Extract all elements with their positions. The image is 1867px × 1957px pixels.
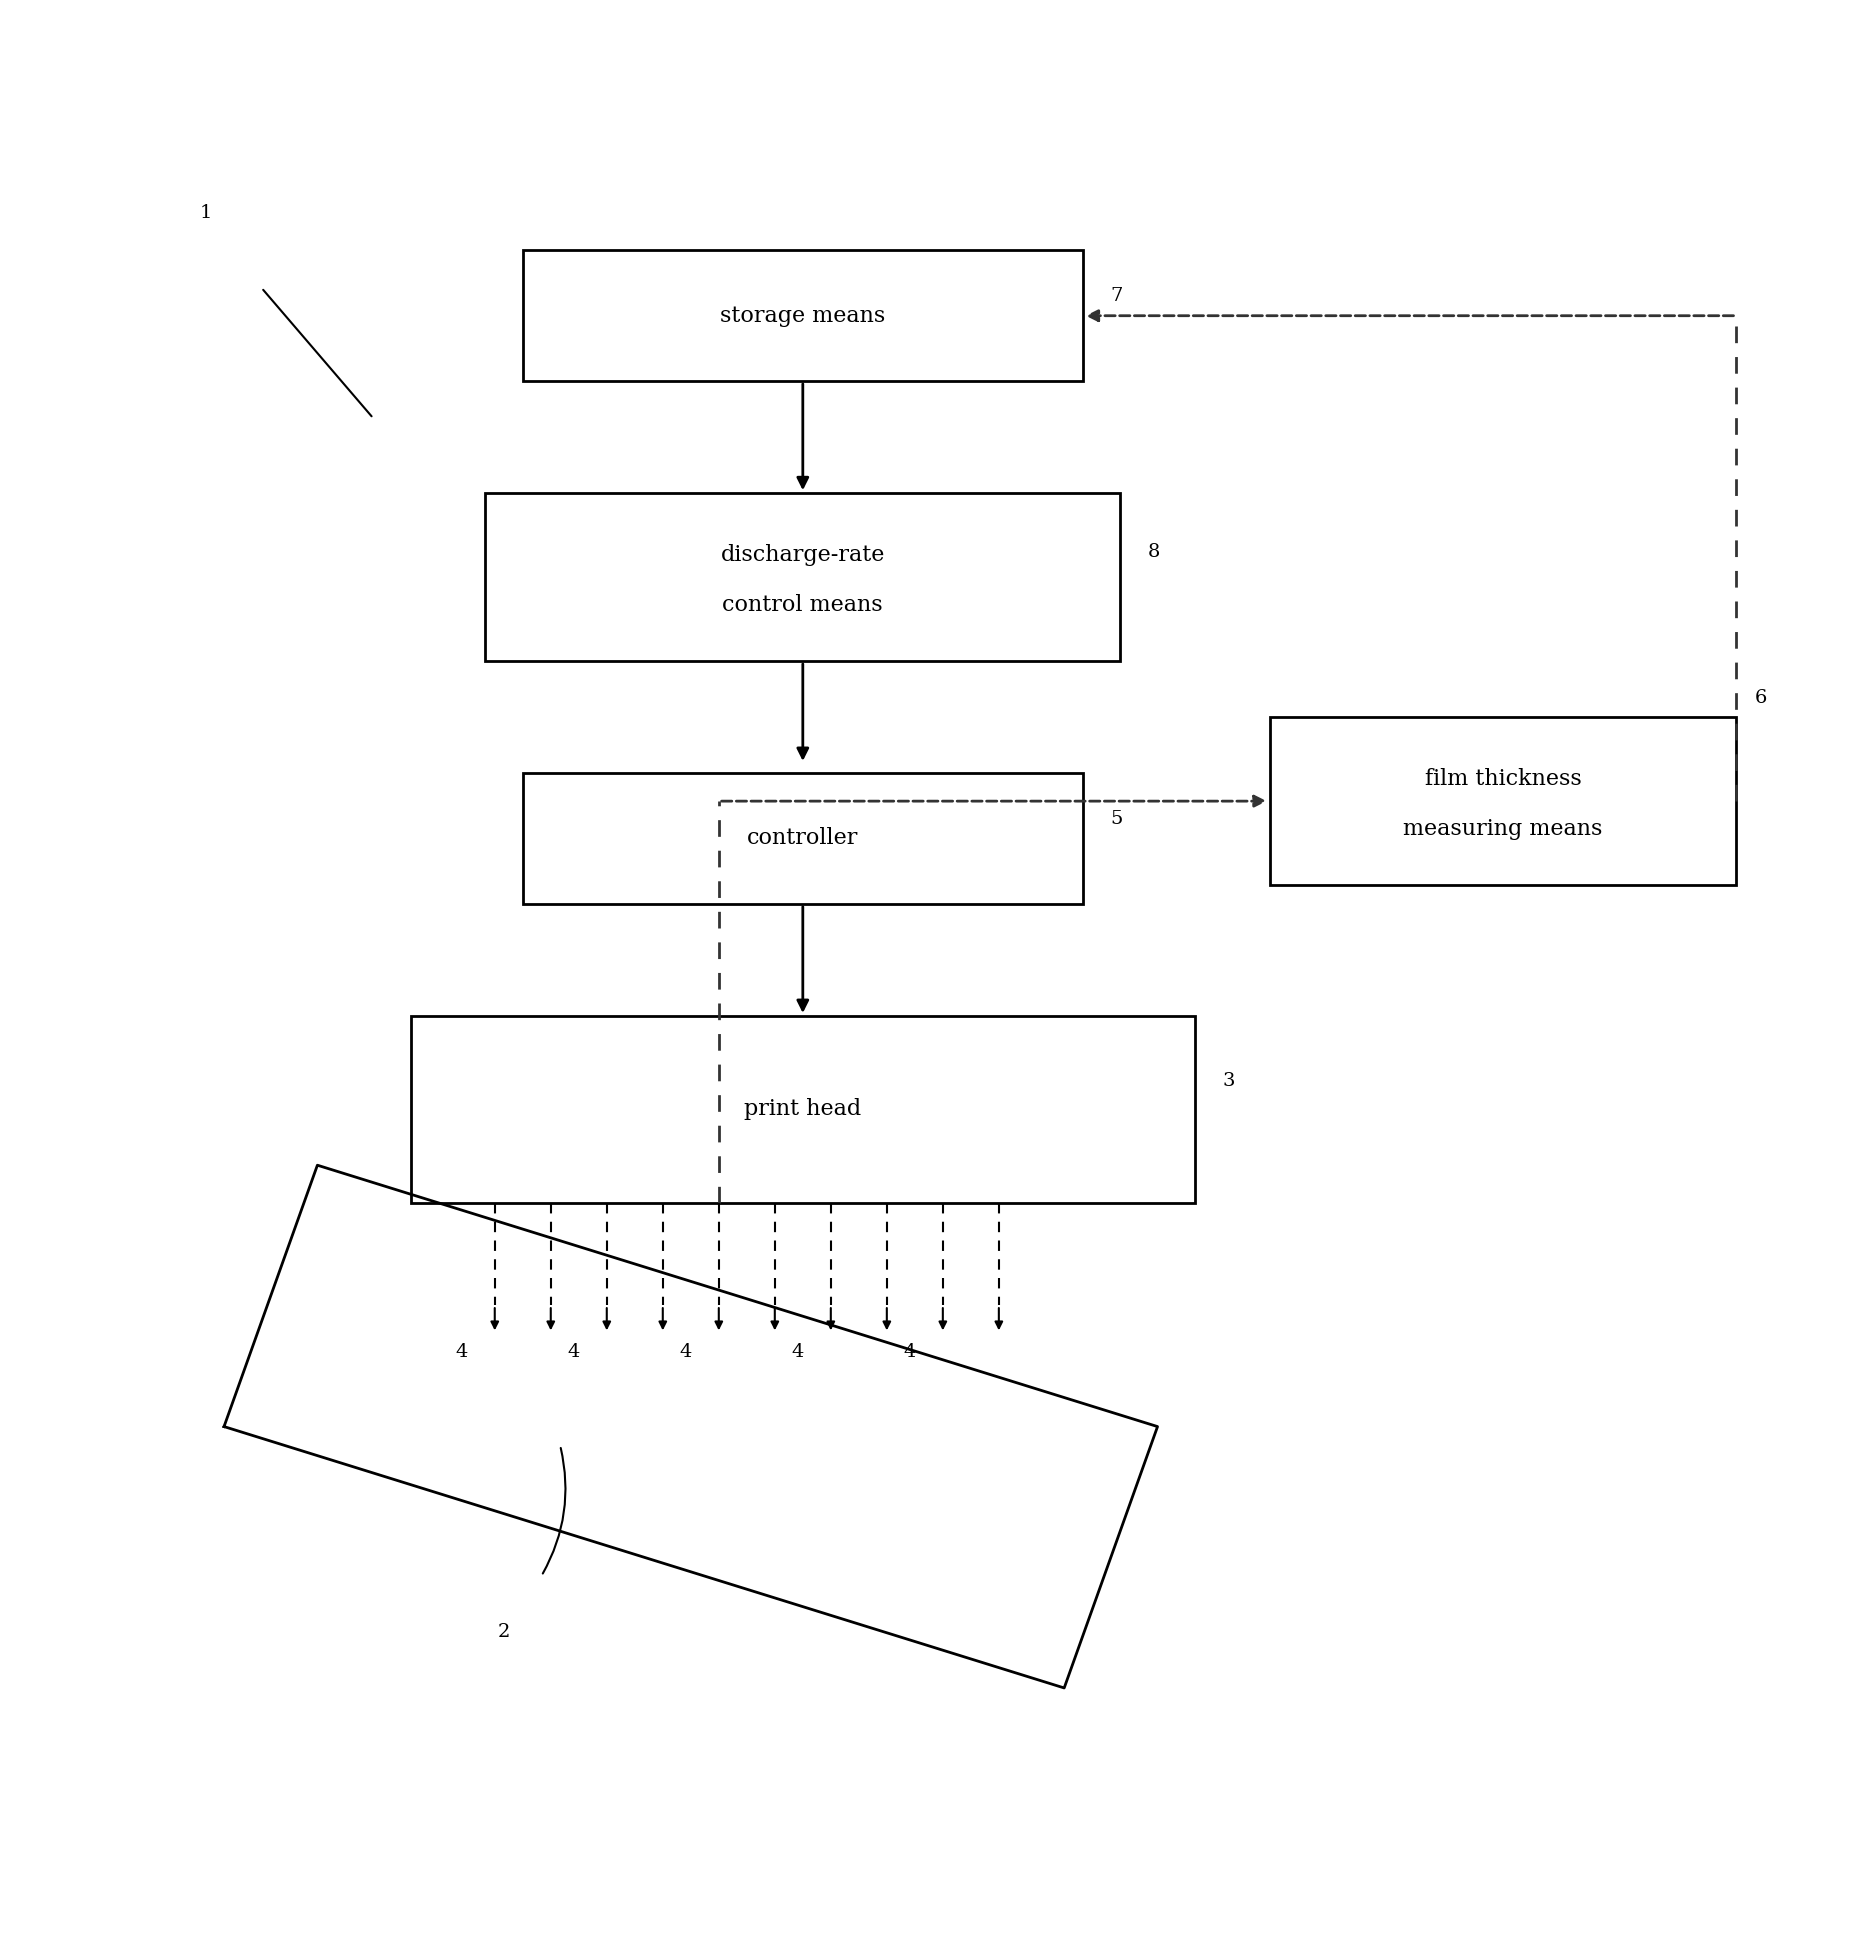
- FancyBboxPatch shape: [1270, 716, 1736, 885]
- Text: 4: 4: [456, 1343, 467, 1360]
- FancyBboxPatch shape: [523, 250, 1083, 382]
- Text: 7: 7: [1111, 288, 1124, 305]
- Text: 5: 5: [1111, 810, 1124, 828]
- Text: controller: controller: [747, 828, 859, 849]
- Text: 8: 8: [1148, 542, 1161, 562]
- Text: 1: 1: [200, 204, 211, 221]
- Text: 4: 4: [792, 1343, 803, 1360]
- Text: 3: 3: [1223, 1072, 1236, 1090]
- Text: discharge-rate: discharge-rate: [721, 544, 885, 566]
- Text: measuring means: measuring means: [1404, 818, 1602, 840]
- Text: print head: print head: [745, 1098, 861, 1119]
- Text: control means: control means: [723, 595, 883, 616]
- FancyBboxPatch shape: [485, 493, 1120, 661]
- Text: 2: 2: [498, 1622, 510, 1642]
- Text: 4: 4: [568, 1343, 579, 1360]
- Text: 4: 4: [680, 1343, 691, 1360]
- Text: 6: 6: [1755, 689, 1768, 706]
- Text: film thickness: film thickness: [1425, 767, 1581, 791]
- Text: 4: 4: [904, 1343, 915, 1360]
- FancyBboxPatch shape: [523, 773, 1083, 904]
- FancyBboxPatch shape: [411, 1016, 1195, 1202]
- Text: storage means: storage means: [721, 305, 885, 327]
